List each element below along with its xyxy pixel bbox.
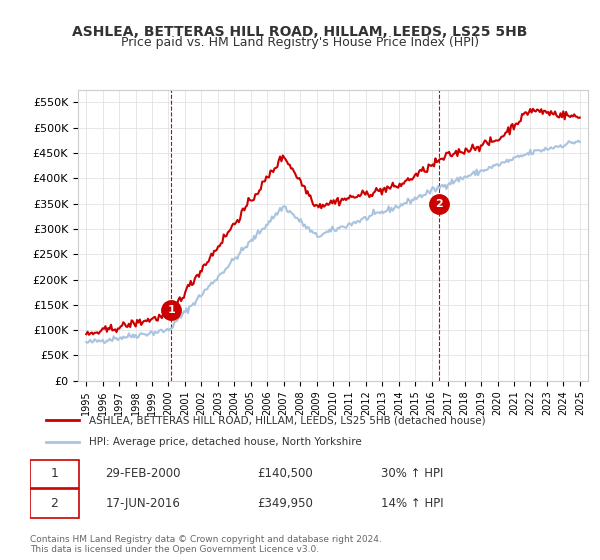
Text: ASHLEA, BETTERAS HILL ROAD, HILLAM, LEEDS, LS25 5HB (detached house): ASHLEA, BETTERAS HILL ROAD, HILLAM, LEED… <box>89 415 486 425</box>
FancyBboxPatch shape <box>30 460 79 488</box>
Text: 2: 2 <box>50 497 58 510</box>
Text: 2: 2 <box>436 199 443 208</box>
Text: £140,500: £140,500 <box>257 467 313 480</box>
Text: ASHLEA, BETTERAS HILL ROAD, HILLAM, LEEDS, LS25 5HB: ASHLEA, BETTERAS HILL ROAD, HILLAM, LEED… <box>73 25 527 39</box>
Text: £349,950: £349,950 <box>257 497 313 510</box>
Text: 17-JUN-2016: 17-JUN-2016 <box>106 497 181 510</box>
Text: HPI: Average price, detached house, North Yorkshire: HPI: Average price, detached house, Nort… <box>89 437 362 447</box>
Text: 29-FEB-2000: 29-FEB-2000 <box>106 467 181 480</box>
Text: 30% ↑ HPI: 30% ↑ HPI <box>381 467 443 480</box>
Text: Price paid vs. HM Land Registry's House Price Index (HPI): Price paid vs. HM Land Registry's House … <box>121 36 479 49</box>
Text: 1: 1 <box>50 467 58 480</box>
FancyBboxPatch shape <box>30 489 79 517</box>
Text: Contains HM Land Registry data © Crown copyright and database right 2024.
This d: Contains HM Land Registry data © Crown c… <box>30 535 382 554</box>
Text: 1: 1 <box>167 305 175 315</box>
Text: 14% ↑ HPI: 14% ↑ HPI <box>381 497 443 510</box>
